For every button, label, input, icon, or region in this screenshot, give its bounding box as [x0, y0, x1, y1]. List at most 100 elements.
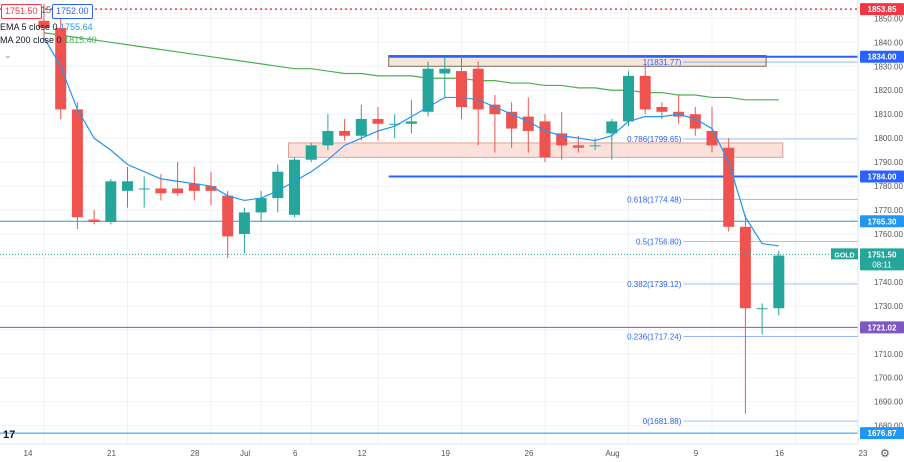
candle-body[interactable] [472, 68, 484, 110]
y-tick-label: 1820.00 [874, 86, 903, 95]
x-tick-label: 28 [191, 449, 200, 458]
candle-body[interactable] [739, 226, 751, 309]
candle-body[interactable] [122, 181, 133, 191]
candle-body[interactable] [355, 118, 367, 136]
y-tick-label: 1680.00 [874, 422, 903, 431]
candle-body[interactable] [572, 145, 584, 148]
candle-body[interactable] [272, 171, 284, 199]
candle-body[interactable] [489, 104, 501, 115]
buy-price-button[interactable]: 1752.00 [52, 4, 93, 19]
fib-level-label: 1(1831.77) [643, 58, 682, 67]
y-tick-label: 1800.00 [874, 134, 903, 143]
candle-body[interactable] [205, 186, 217, 191]
zone-rectangle[interactable] [388, 55, 767, 67]
y-tick-label: 1690.00 [874, 398, 903, 407]
candle-body[interactable] [372, 118, 384, 124]
candle-body[interactable] [105, 181, 117, 222]
y-tick-label: 1710.00 [874, 350, 903, 359]
tradingview-logo-icon[interactable]: 17 [3, 429, 15, 441]
level-price-tag [860, 3, 904, 16]
candle-body[interactable] [689, 114, 701, 129]
y-tick-label: 1830.00 [874, 62, 903, 71]
y-tick-label: 1730.00 [874, 302, 903, 311]
candle-body[interactable] [656, 107, 668, 112]
candle-body[interactable] [172, 188, 184, 194]
candle-body[interactable] [88, 219, 100, 222]
price-axis[interactable] [858, 0, 904, 462]
symbol-tag-label: GOLD [834, 252, 854, 259]
x-tick-label: 12 [358, 449, 367, 458]
candle-body[interactable] [539, 121, 551, 158]
candle-body[interactable] [55, 27, 67, 110]
ma-legend-label: MA 200 close 0 [0, 35, 62, 45]
ma-legend-value: 1815.40 [64, 35, 97, 45]
candle-body[interactable] [188, 183, 200, 191]
candle-body[interactable] [456, 71, 467, 108]
fib-level-label: 0.236(1717.24) [627, 332, 682, 341]
y-tick-label: 1810.00 [874, 110, 903, 119]
y-tick-label: 1840.00 [874, 38, 903, 47]
fib-level-label: 0.618(1774.48) [627, 195, 682, 204]
settings-gear-icon[interactable]: ⚙ [880, 447, 890, 460]
candle-body[interactable] [238, 212, 250, 234]
x-tick-label: 26 [525, 449, 534, 458]
spread-value: 15 [41, 5, 52, 15]
candle-body[interactable] [522, 116, 534, 131]
ema-legend-label: EMA 5 close 0 [0, 22, 58, 32]
candle-body[interactable] [639, 75, 651, 110]
candle-body[interactable] [71, 109, 83, 218]
candle-body[interactable] [255, 198, 267, 213]
x-tick-label: Aug [605, 449, 619, 458]
candle-body[interactable] [706, 130, 718, 146]
level-price-tag [860, 321, 904, 334]
candle-body[interactable] [405, 121, 417, 124]
candle-body[interactable] [589, 145, 601, 147]
candle-body[interactable] [339, 130, 351, 136]
countdown-label: 08:11 [872, 260, 892, 269]
candle-body[interactable] [322, 130, 334, 146]
level-price-tag-label: 1765.30 [868, 217, 897, 226]
current-price-tag-label: 1751.50 [868, 250, 897, 259]
candle-body[interactable] [138, 188, 150, 190]
level-price-tag-label: 1834.00 [868, 53, 897, 62]
level-price-tag-label: 1784.00 [868, 172, 897, 181]
zone-rectangle[interactable] [288, 142, 784, 158]
level-price-tag [860, 215, 904, 228]
candle-body[interactable] [305, 145, 317, 160]
y-tick-label: 1740.00 [874, 278, 903, 287]
candle-body[interactable] [422, 68, 434, 112]
candle-body[interactable] [289, 159, 300, 215]
candle-body[interactable] [756, 308, 768, 310]
collapse-legend-icon[interactable]: ⌄ [4, 50, 12, 60]
x-tick-label: 9 [694, 449, 699, 458]
symbol-tag [831, 248, 858, 260]
candle-body[interactable] [606, 121, 618, 134]
level-price-tag-label: 1853.85 [868, 5, 897, 14]
y-tick-label: 1700.00 [874, 374, 903, 383]
level-price-tag [860, 50, 904, 63]
candle-body[interactable] [439, 68, 451, 74]
candle-body[interactable] [38, 20, 50, 28]
current-price-tag [860, 248, 904, 271]
x-tick-label: Jul [240, 449, 250, 458]
candle-body[interactable] [623, 75, 634, 122]
candle-body[interactable] [506, 111, 518, 129]
level-price-tag [860, 427, 904, 440]
ema-legend-value: 1755.64 [60, 22, 93, 32]
ema-legend[interactable]: EMA 5 close 0 1755.64 [0, 22, 93, 32]
y-tick-label: 1780.00 [874, 182, 903, 191]
sell-price-button[interactable]: 1751.50 [1, 4, 42, 19]
candle-body[interactable] [222, 195, 234, 237]
candle-body[interactable] [389, 123, 401, 125]
candle-body[interactable] [773, 255, 785, 309]
ma-legend[interactable]: MA 200 close 0 1815.40 [0, 35, 97, 45]
x-tick-label: 21 [107, 449, 116, 458]
ma200-line [43, 32, 779, 101]
x-tick-label: 14 [24, 449, 33, 458]
candle-body[interactable] [556, 133, 568, 146]
candle-body[interactable] [155, 188, 167, 194]
fib-level-label: 0.786(1799.65) [627, 135, 682, 144]
candle-body[interactable] [723, 147, 735, 227]
x-tick-label: 23 [859, 449, 868, 458]
